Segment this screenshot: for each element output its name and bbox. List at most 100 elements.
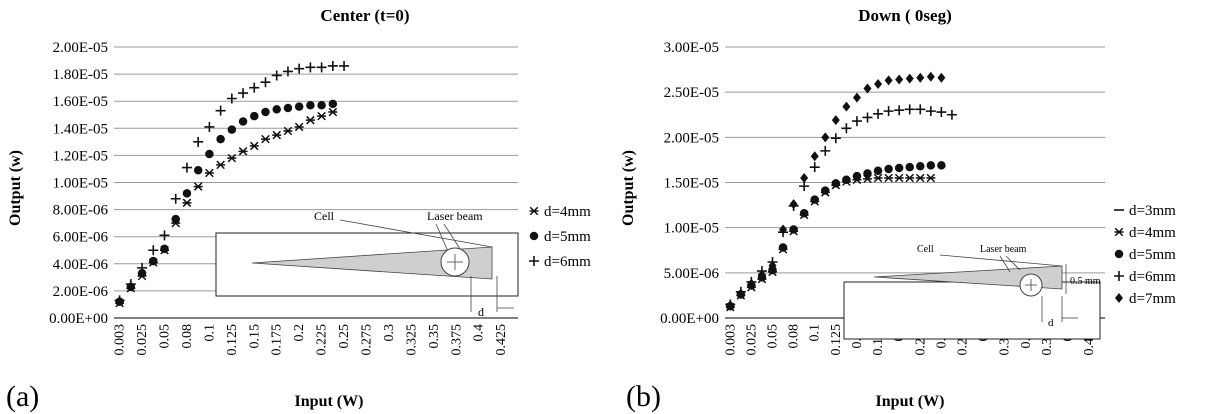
- data-point: [874, 79, 883, 90]
- data-point: [946, 109, 957, 120]
- data-point: [160, 244, 169, 254]
- legend-label: d=3mm: [1129, 203, 1176, 219]
- beam-pointer: [999, 255, 1011, 273]
- x-tick-label: 0.275: [360, 324, 375, 356]
- data-point: [851, 116, 862, 127]
- y-axis-label: Output (w): [620, 150, 637, 226]
- data-point: [205, 149, 214, 159]
- data-point: [821, 132, 830, 143]
- legend-label: d=6mm: [1129, 269, 1176, 285]
- data-point: [114, 295, 125, 306]
- x-axis-label: Input (W): [876, 393, 945, 410]
- legend-marker: [1114, 227, 1124, 237]
- x-tick-label: 0.125: [829, 324, 844, 356]
- panel-a: Center (t=0) (a) Input (W) Output (w) 0.…: [6, 6, 591, 413]
- legend-marker: [1114, 249, 1124, 259]
- data-point: [895, 74, 904, 85]
- data-point: [250, 111, 259, 121]
- data-point: [306, 101, 315, 110]
- beam-pointer: [1005, 255, 1021, 271]
- data-point: [905, 162, 914, 172]
- data-point: [305, 115, 315, 125]
- legend-label: d=5mm: [1129, 247, 1176, 263]
- data-point: [182, 198, 192, 208]
- data-point: [926, 71, 935, 82]
- data-point: [809, 162, 820, 173]
- data-point: [226, 93, 237, 104]
- data-point: [238, 88, 249, 99]
- legend-marker: [529, 256, 539, 266]
- data-point: [852, 92, 861, 103]
- x-tick-label: 0.08: [180, 324, 195, 349]
- data-point: [294, 63, 305, 74]
- data-point: [810, 195, 819, 204]
- data-point: [894, 105, 905, 116]
- data-point: [863, 83, 872, 94]
- y-tick-label: 1.00E-05: [53, 176, 108, 192]
- x-tick-label: 0.05: [158, 324, 173, 349]
- data-point: [272, 105, 281, 114]
- y-tick-label: 8.00E-06: [53, 203, 109, 219]
- beam-pointer: [443, 223, 463, 253]
- legend-marker: [1115, 293, 1123, 303]
- legend-label: d=6mm: [544, 254, 591, 270]
- data-point: [260, 77, 271, 88]
- data-point: [800, 172, 809, 183]
- data-point: [193, 136, 204, 147]
- data-point: [842, 101, 851, 112]
- beam-label: Laser beam: [980, 244, 1027, 255]
- y-tick-label: 6.00E-06: [53, 230, 109, 246]
- legend-label: d=4mm: [1129, 225, 1176, 241]
- data-point: [149, 256, 158, 266]
- data-point: [926, 161, 936, 170]
- d-label: d: [1048, 317, 1054, 329]
- data-point: [305, 62, 316, 73]
- data-point: [937, 72, 946, 83]
- data-point: [884, 75, 893, 86]
- chart-title: Center (t=0): [320, 6, 409, 25]
- data-point: [272, 130, 282, 140]
- y-axis-label: Output (w): [7, 150, 24, 226]
- data-point: [768, 260, 777, 271]
- y-tick-label: 1.80E-05: [53, 67, 108, 83]
- data-point: [227, 125, 237, 134]
- beam-label: Laser beam: [427, 209, 483, 223]
- inset-frame: [843, 281, 1101, 340]
- legend-marker: [529, 231, 539, 241]
- y-tick-label: 1.40E-05: [53, 121, 108, 137]
- x-tick-label: 0.25: [337, 324, 352, 349]
- y-tick-label: 1.00E-05: [664, 221, 719, 237]
- data-point: [862, 112, 873, 123]
- data-point: [873, 173, 883, 183]
- x-tick-label: 0.325: [404, 324, 419, 356]
- data-point: [137, 262, 148, 273]
- y-tick-label: 1.20E-05: [53, 148, 108, 164]
- data-point: [905, 173, 915, 183]
- data-point: [736, 288, 745, 299]
- data-point: [810, 151, 819, 162]
- data-point: [170, 193, 181, 204]
- data-point: [238, 147, 248, 156]
- data-point: [821, 186, 830, 195]
- data-point: [137, 269, 147, 278]
- data-point: [215, 105, 226, 116]
- x-tick-label: 0.05: [766, 324, 781, 349]
- x-tick-label: 0.1: [808, 324, 823, 342]
- data-point: [916, 72, 925, 83]
- y-tick-label: 0.00E+00: [49, 311, 108, 327]
- x-tick-label: 0.3: [382, 324, 397, 342]
- data-point: [905, 73, 914, 84]
- data-point: [852, 171, 862, 181]
- beam-cone: [873, 265, 1063, 290]
- inset-diagram: Cell Laser beam 0.5 mm d: [843, 244, 1101, 340]
- data-point: [283, 103, 293, 113]
- data-point: [171, 214, 180, 224]
- x-tick-label: 0.375: [449, 324, 464, 356]
- data-point: [779, 224, 788, 235]
- data-point: [778, 243, 788, 252]
- y-tick-label: 3.00E-05: [664, 40, 719, 56]
- panel-b: Down ( 0seg) (b) Input (W) Output (w) 0.…: [620, 6, 1176, 413]
- data-point: [249, 141, 259, 151]
- data-point: [327, 60, 338, 71]
